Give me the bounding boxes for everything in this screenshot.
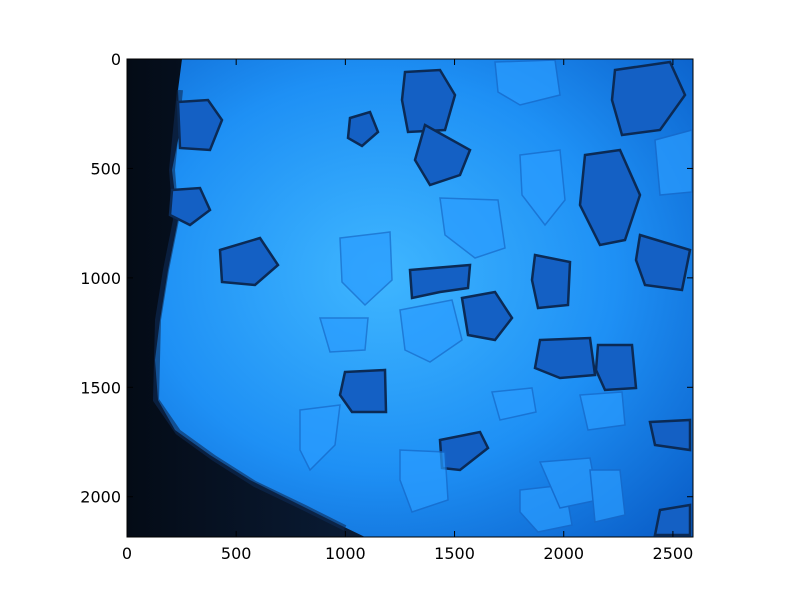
grain	[338, 368, 388, 414]
y-tick-label: 2000	[80, 488, 121, 507]
grain	[399, 299, 463, 363]
grain	[579, 391, 626, 431]
x-tick-label: 500	[221, 544, 252, 563]
y-tick-label: 500	[90, 159, 121, 178]
dark-sample-edge	[127, 59, 365, 537]
x-tick-label: 2000	[543, 544, 584, 563]
grain	[408, 263, 472, 300]
grain	[439, 197, 506, 259]
x-tick-label: 2500	[653, 544, 694, 563]
grain	[318, 317, 369, 353]
grain	[168, 186, 212, 227]
axes-frame	[126, 58, 694, 538]
grain	[589, 469, 626, 523]
y-tick-label: 1000	[80, 269, 121, 288]
grain	[634, 233, 692, 292]
grain	[413, 123, 472, 187]
y-tick-label: 1500	[80, 378, 121, 397]
grain	[299, 404, 341, 472]
x-tick-label: 1500	[434, 544, 475, 563]
grain	[533, 336, 597, 380]
grain	[578, 148, 642, 247]
y-axis: 0 500 1000 1500 2000	[80, 50, 693, 507]
grain	[610, 60, 687, 137]
grain	[648, 418, 692, 452]
grain	[460, 290, 514, 342]
grain	[399, 449, 449, 513]
grain	[176, 98, 224, 152]
y-tick-label: 0	[111, 50, 121, 69]
grain	[400, 68, 457, 134]
grains	[168, 60, 692, 537]
x-tick-label: 1000	[325, 544, 366, 563]
x-tick-label: 0	[122, 544, 132, 563]
x-axis: 0 500 1000 1500 2000 2500	[122, 59, 693, 563]
grain	[594, 343, 638, 392]
grain	[218, 236, 280, 287]
grain	[491, 387, 537, 421]
grain	[519, 149, 566, 227]
faint-grains	[299, 59, 693, 533]
grain	[530, 253, 572, 310]
grain	[654, 129, 693, 196]
grain	[339, 231, 393, 307]
grain	[494, 59, 561, 106]
grain	[346, 110, 380, 148]
micrograph-image	[127, 59, 693, 537]
grain	[653, 503, 692, 537]
